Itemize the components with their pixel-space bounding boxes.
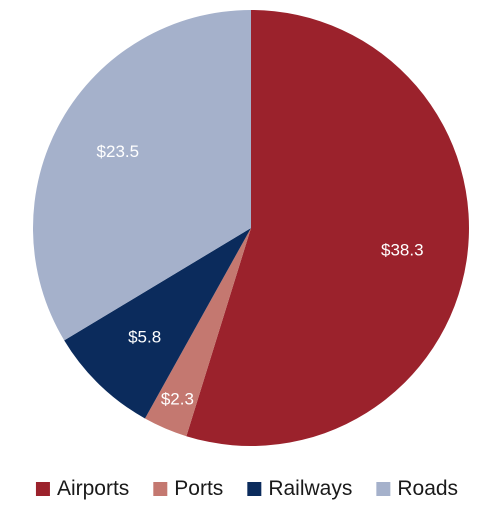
legend-item-airports: Airports <box>35 477 129 500</box>
legend-label-railways: Railways <box>268 477 352 500</box>
legend-swatch-roads <box>376 482 391 496</box>
legend-item-ports: Ports <box>153 477 223 500</box>
slice-label-ports: $2.3 <box>161 389 194 408</box>
legend-item-railways: Railways <box>247 477 352 500</box>
slice-label-railways: $5.8 <box>128 327 161 346</box>
pie-slice-airports <box>186 10 469 447</box>
pie-slices <box>33 9 469 447</box>
legend: Airports Ports Railways Roads <box>35 477 458 500</box>
slice-labels: $38.3 $2.3 $5.8 $23.5 <box>97 142 424 408</box>
legend-swatch-airports <box>35 482 50 496</box>
legend-label-roads: Roads <box>397 477 458 500</box>
legend-swatch-railways <box>247 482 262 496</box>
pie-slice-railways <box>64 228 251 419</box>
legend-label-ports: Ports <box>174 477 223 500</box>
slice-label-roads: $23.5 <box>97 142 140 161</box>
legend-item-roads: Roads <box>376 477 458 500</box>
pie-slice-roads <box>33 9 252 341</box>
pie-slice-ports <box>144 228 251 437</box>
legend-label-airports: Airports <box>57 477 129 500</box>
slice-label-airports: $38.3 <box>381 240 424 259</box>
legend-swatch-ports <box>153 482 168 496</box>
